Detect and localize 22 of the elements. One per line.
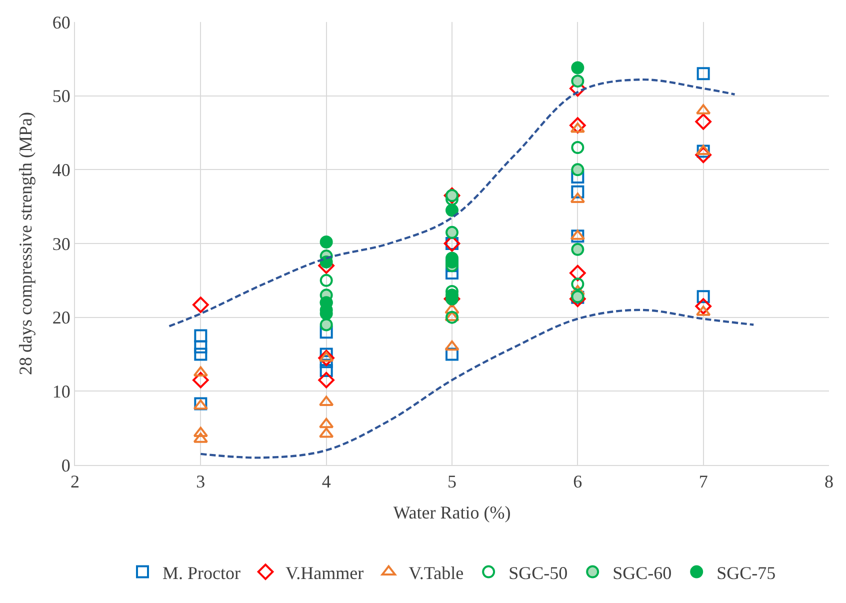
- x-tick-label: 6: [573, 472, 582, 492]
- y-tick-label: 30: [52, 234, 70, 254]
- legend-label: SGC-50: [508, 562, 568, 583]
- y-tick-label: 40: [52, 160, 70, 180]
- x-tick-label: 2: [70, 472, 80, 492]
- y-tick-label: 60: [52, 12, 70, 32]
- y-axis-title: 28 days compressive strength (MPa): [16, 112, 36, 375]
- x-tick-label: 3: [196, 472, 206, 492]
- x-tick-label: 5: [448, 472, 456, 492]
- x-axis-title: Water Ratio (%): [393, 502, 511, 523]
- x-tick-label: 8: [824, 472, 834, 492]
- legend-label: SGC-75: [716, 562, 776, 583]
- legend-label: V.Hammer: [286, 562, 364, 583]
- y-tick-label: 20: [52, 308, 70, 328]
- y-tick-label: 0: [61, 455, 70, 476]
- legend-label: SGC-60: [612, 562, 672, 583]
- y-tick-label: 10: [52, 381, 70, 402]
- legend-label: V.Table: [408, 562, 464, 583]
- legend-label: M. Proctor: [162, 562, 240, 583]
- y-tick-label: 50: [52, 86, 70, 106]
- x-tick-label: 7: [698, 472, 708, 492]
- x-tick-label: 4: [322, 472, 331, 492]
